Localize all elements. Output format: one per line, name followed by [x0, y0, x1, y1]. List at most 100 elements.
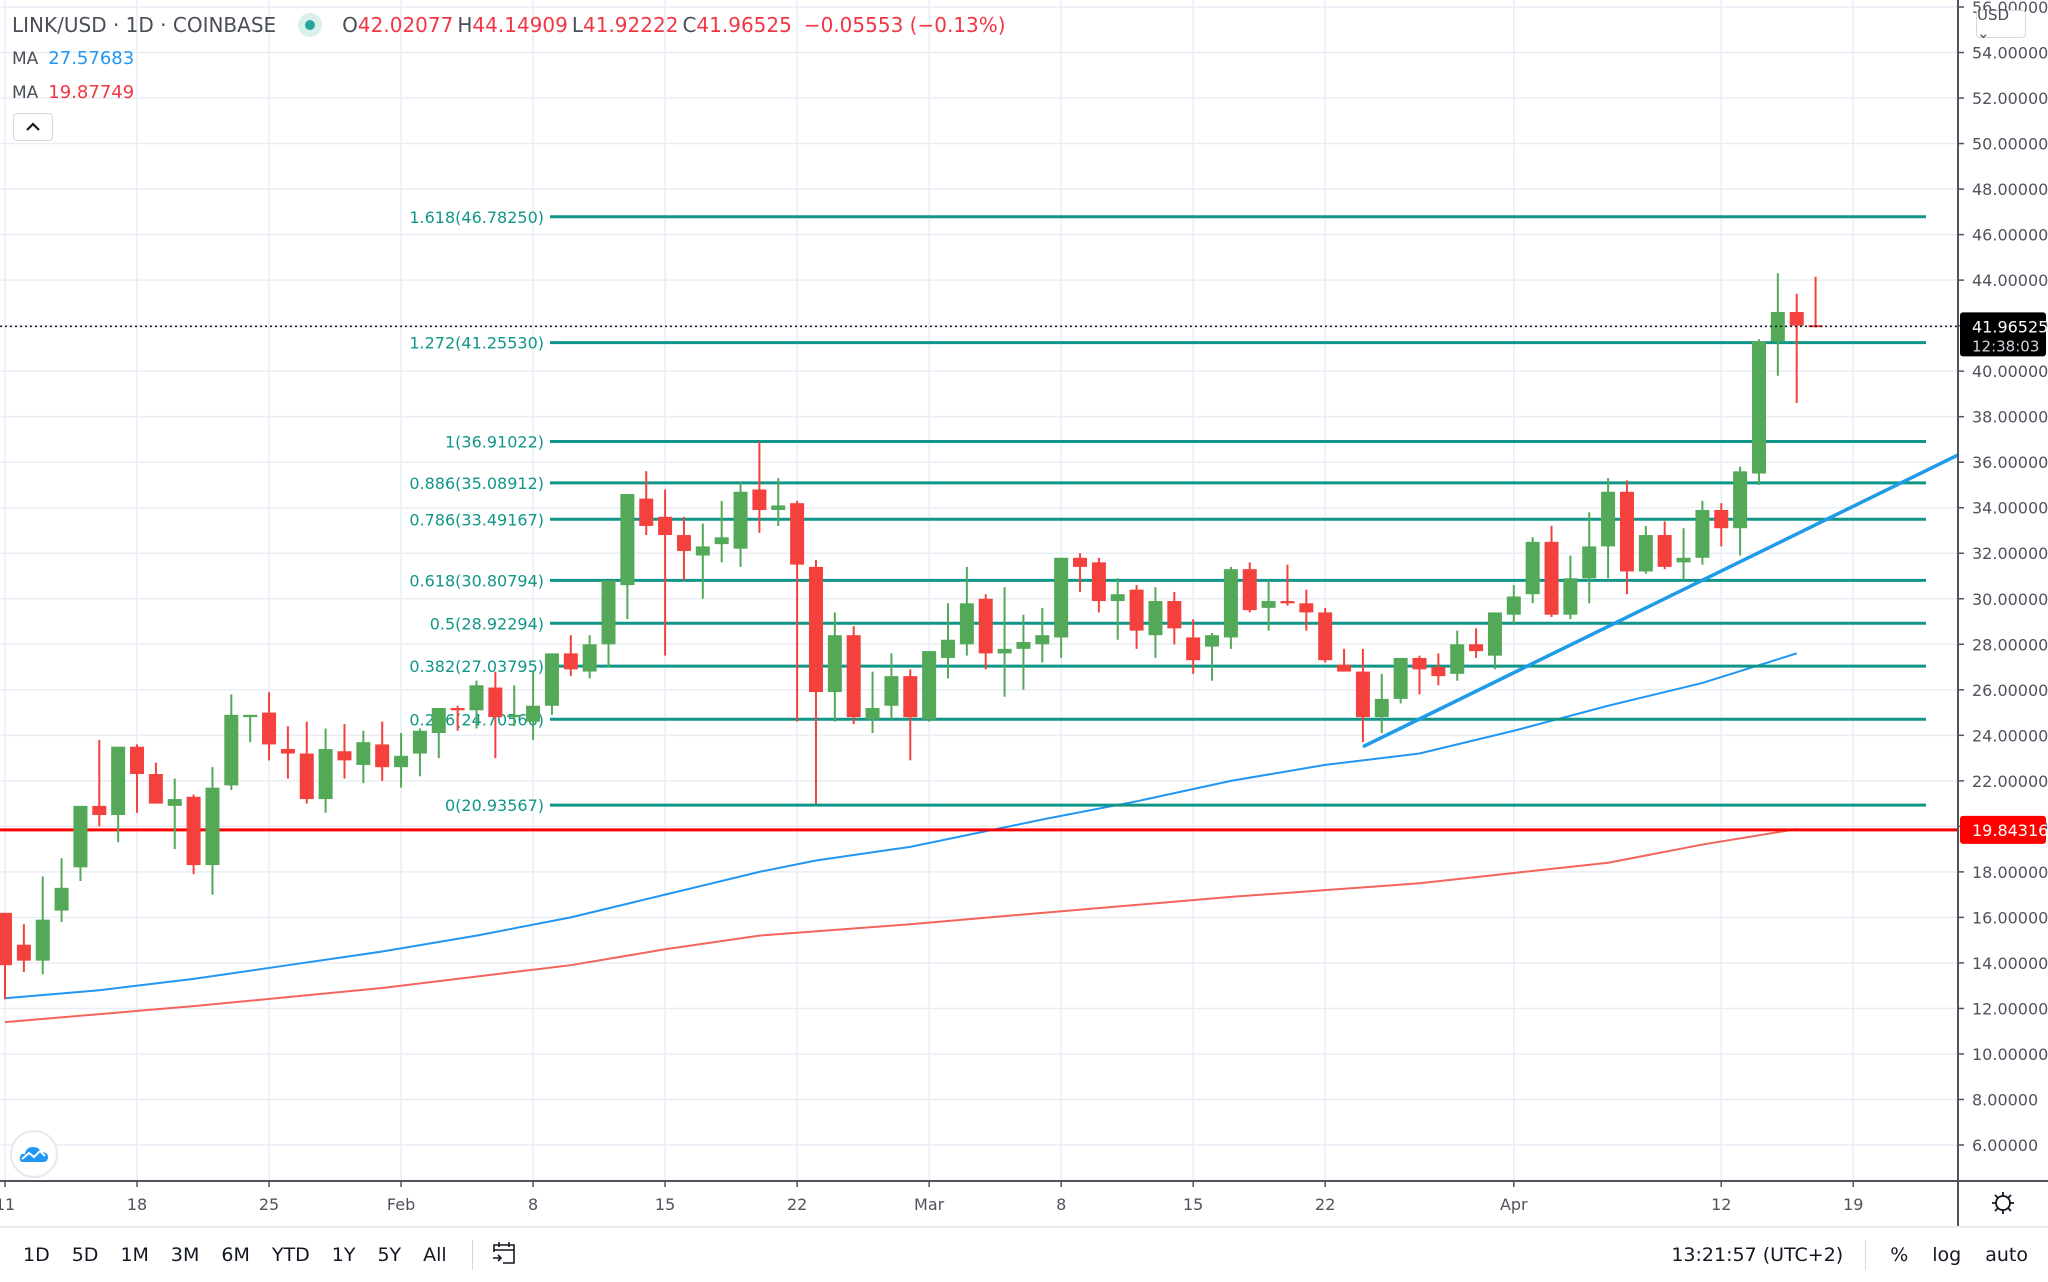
chart-legend: LINK/USD · 1D · COINBASE O 42.02077 H 44.1… [12, 8, 1006, 110]
candle-body [752, 489, 767, 510]
trendline-segment[interactable] [1362, 449, 1968, 749]
time-tick-label: Mar [914, 1195, 945, 1214]
symbol-title[interactable]: LINK/USD · 1D · COINBASE [12, 13, 277, 37]
trend-line[interactable] [1362, 449, 1968, 749]
range-1d-button[interactable]: 1D [23, 1244, 50, 1266]
price-chart[interactable]: 1.618(46.78250) 1.272(41.25530) 1(36.91022… [0, 0, 2048, 1226]
tradingview-logo[interactable] [10, 1130, 58, 1178]
price-tick-label: 34.00000 [1972, 499, 2048, 518]
time-tick-label: 22 [1315, 1195, 1335, 1214]
candle-body [224, 714, 239, 786]
time-tick-label: 12 [1711, 1195, 1731, 1214]
price-axis[interactable]: 56.0000054.0000052.0000050.0000048.00000… [1957, 0, 2048, 1181]
hline-price-tag[interactable] [1960, 815, 2046, 844]
range-6m-button[interactable]: 6M [221, 1244, 250, 1266]
price-tick-label: 50.00000 [1972, 135, 2048, 154]
price-axis-bg [1958, 0, 2048, 1181]
log-scale-toggle[interactable]: log [1932, 1244, 1962, 1266]
candle-body [1751, 341, 1766, 474]
price-tick-label: 6.00000 [1972, 1136, 2038, 1155]
candle-body [1619, 491, 1634, 572]
fib-level-label: 0.5(28.92294) [430, 614, 544, 633]
candle-body [356, 742, 371, 765]
candle-body [1789, 311, 1804, 326]
candle-body [299, 753, 314, 800]
price-tick-label: 48.00000 [1972, 180, 2048, 199]
indicator-ma-slow[interactable]: MA 19.87749 [12, 76, 1006, 110]
candle-body [1487, 612, 1502, 656]
candle-body [507, 714, 522, 718]
range-3m-button[interactable]: 3M [170, 1244, 200, 1266]
range-ytd-button[interactable]: YTD [271, 1244, 310, 1266]
open-label: O [342, 13, 358, 37]
chart-settings-button[interactable] [1988, 1188, 2018, 1218]
fib-level-label: 1(36.91022) [445, 432, 544, 451]
candle-body [941, 639, 955, 658]
candle-body [658, 516, 673, 536]
candle-body [1167, 601, 1182, 629]
candle-body [1695, 509, 1710, 558]
candle-body [620, 494, 635, 586]
candle-body [431, 708, 446, 734]
chart-grid [0, 0, 1958, 1181]
candle-body [412, 730, 427, 754]
range-all-button[interactable]: All [423, 1244, 447, 1266]
candle-body [318, 748, 333, 800]
candle-body [186, 796, 201, 866]
candle-body [1450, 644, 1465, 674]
tradingview-cloud-icon [19, 1147, 48, 1162]
high-value: 44.14909 [472, 13, 568, 37]
open-value: 42.02077 [357, 13, 454, 37]
candle-body [1054, 557, 1069, 638]
candle-body [0, 912, 12, 966]
fibonacci-extension[interactable]: 1.618(46.78250) 1.272(41.25530) 1(36.91022… [409, 208, 1926, 815]
scale-controls: 13:21:57 (UTC+2) % log auto [1671, 1228, 2048, 1282]
price-tick-label: 36.00000 [1972, 453, 2048, 472]
candle-body [1261, 601, 1276, 608]
ma-fast-line [4, 652, 1797, 1000]
range-5y-button[interactable]: 5Y [377, 1244, 402, 1266]
candle-body [922, 651, 937, 720]
fib-level-label: 0.786(33.49167) [409, 510, 544, 529]
fib-level-label: 0.886(35.08912) [409, 474, 544, 493]
candle-body [394, 755, 409, 768]
time-tick-label: 19 [1843, 1195, 1863, 1214]
candle-body [959, 603, 974, 645]
percent-scale-toggle[interactable]: % [1890, 1244, 1909, 1266]
candle-body [544, 653, 559, 706]
candle-body [827, 635, 842, 693]
candle-body [130, 746, 145, 775]
auto-scale-toggle[interactable]: auto [1985, 1244, 2028, 1266]
collapse-legend-button[interactable] [13, 113, 53, 141]
price-tick-label: 12.00000 [1972, 999, 2048, 1018]
candle-body [1638, 535, 1653, 572]
candle-body [1223, 569, 1238, 638]
range-1m-button[interactable]: 1M [120, 1244, 149, 1266]
indicator-ma-fast[interactable]: MA 27.57683 [12, 42, 1006, 76]
candlestick-series [0, 273, 1823, 1000]
candle-body [1469, 644, 1484, 652]
candle-body [1506, 596, 1521, 615]
candle-body [903, 676, 918, 718]
time-tick-label: Feb [387, 1195, 415, 1214]
last-price-tag[interactable] [1960, 312, 2046, 357]
toolbar-divider [1865, 1240, 1867, 1270]
go-to-date-button[interactable] [491, 1240, 517, 1271]
candle-body [1299, 603, 1314, 613]
last-price-label: 41.96525 [1972, 317, 2048, 336]
candle-body [733, 491, 748, 549]
candle-body [148, 774, 163, 804]
toolbar-divider [471, 1240, 473, 1270]
candle-body [601, 580, 616, 645]
candle-body [1129, 589, 1144, 631]
candle-body [582, 644, 597, 672]
timezone-clock[interactable]: 13:21:57 (UTC+2) [1671, 1244, 1844, 1266]
moving-average-lines [4, 652, 1797, 1024]
range-1y-button[interactable]: 1Y [331, 1244, 356, 1266]
time-axis[interactable]: 11 18 25 Feb 8 15 22 Mar 8 15 22 Apr 12 19 [0, 1180, 2048, 1226]
range-5d-button[interactable]: 5D [71, 1244, 99, 1266]
candle-body [1582, 546, 1597, 579]
price-tick-label: 54.00000 [1972, 44, 2048, 63]
currency-select[interactable]: USD ⌄ [1976, 6, 2026, 42]
candle-body [676, 535, 691, 551]
